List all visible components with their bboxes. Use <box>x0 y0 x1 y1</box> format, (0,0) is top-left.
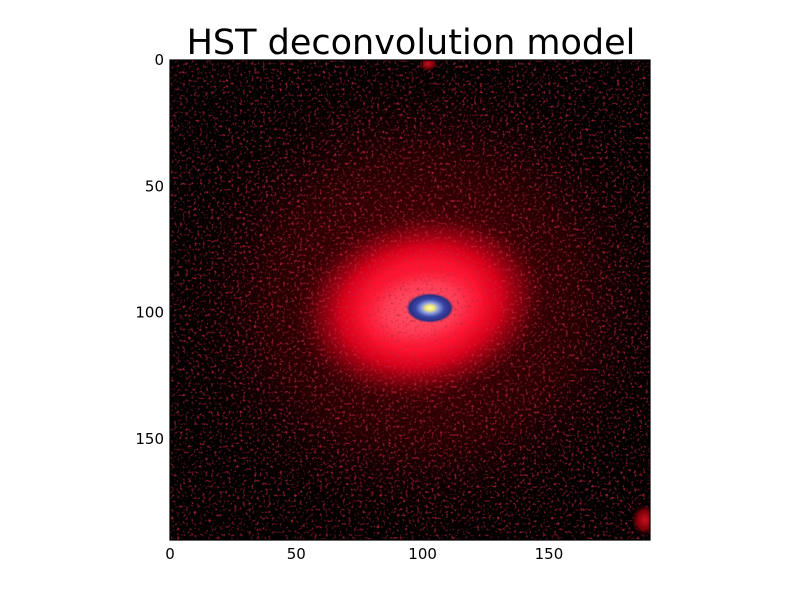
y-axis: 0 50 100 150 <box>135 51 650 448</box>
y-tick-label: 100 <box>135 304 164 322</box>
plot-area <box>170 60 650 540</box>
x-tick-label: 50 <box>287 545 306 563</box>
y-tick-label: 50 <box>145 177 164 195</box>
x-axis: 0 50 100 150 <box>165 60 563 563</box>
galaxy-core <box>406 293 454 323</box>
edge-blob-bottom-right <box>631 504 650 536</box>
plot-frame <box>169 59 651 541</box>
chart-title: HST deconvolution model <box>187 23 636 63</box>
x-tick-label: 100 <box>408 545 437 563</box>
x-tick-label: 150 <box>535 545 564 563</box>
y-tick-label: 0 <box>154 51 164 69</box>
x-tick-label: 0 <box>165 545 175 563</box>
y-tick-label: 150 <box>135 430 164 448</box>
